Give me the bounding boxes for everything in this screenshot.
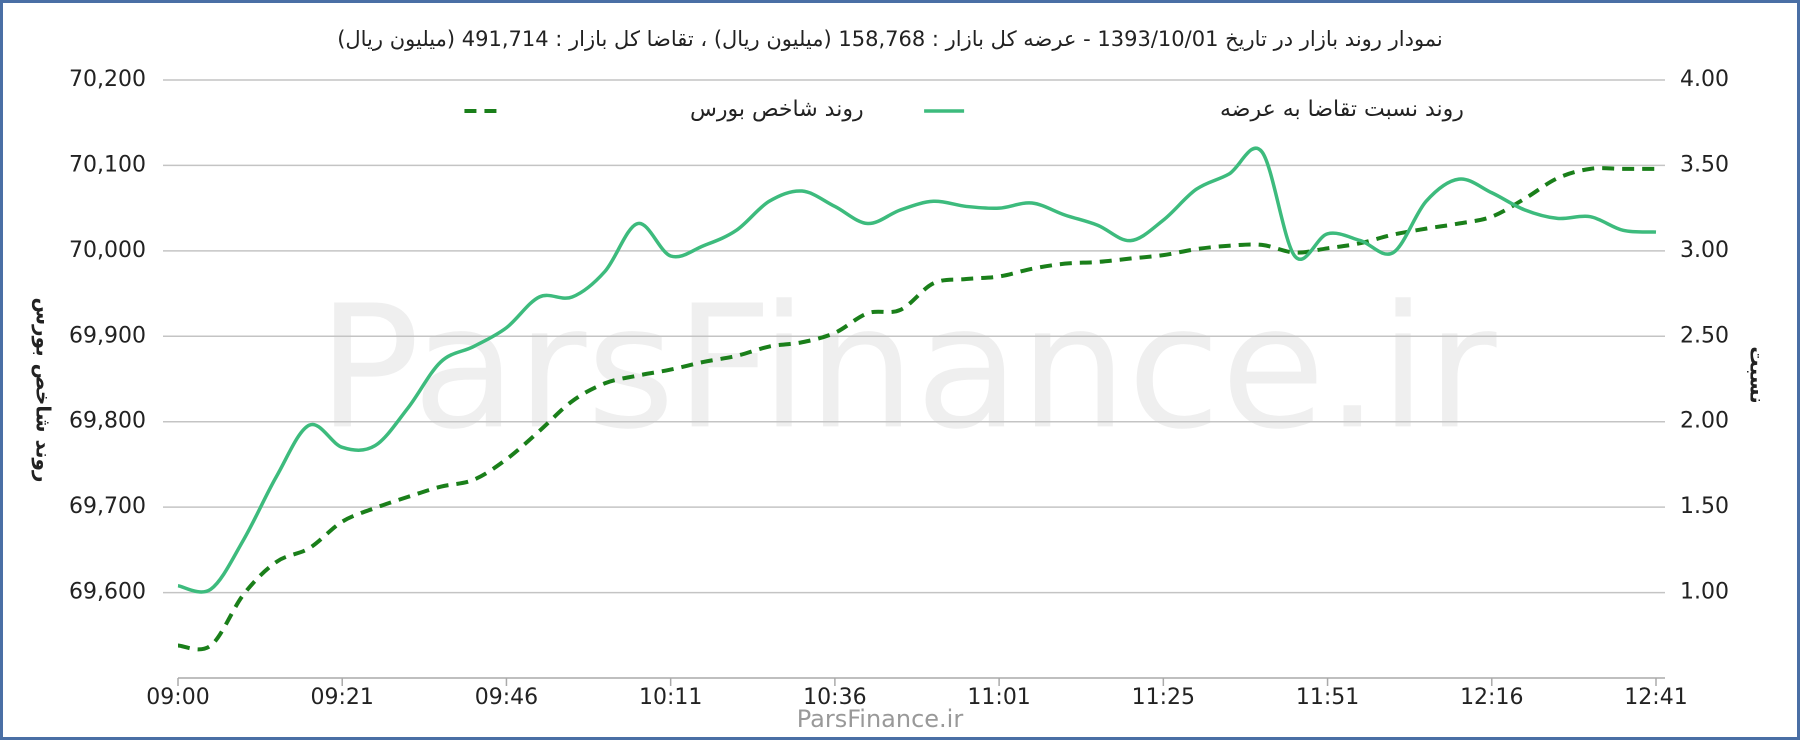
y-tick-label: 70,100 [69,152,146,177]
x-tick-label: 09:46 [475,685,538,710]
y-tick-label: 70,000 [69,238,146,263]
x-tick-label: 09:00 [146,685,209,710]
y-axis-title: روند شاخص بورس [32,298,56,483]
y-tick-label: 69,800 [69,409,146,434]
y2-axis-title: نسبت [1746,346,1770,403]
series-line [177,166,1656,652]
x-tick-label: 09:21 [311,685,374,710]
x-tick-label: 12:16 [1460,685,1523,710]
y2-tick-label: 3.00 [1680,238,1729,263]
source: ParsFinance.ir [797,705,964,733]
y2-tick-label: 1.50 [1680,494,1729,519]
x-tick-label: 10:36 [803,685,866,710]
y-tick-label: 69,700 [69,494,146,519]
x-tick-label: 11:51 [1296,685,1359,710]
chart-title: نمودار روند بازار در تاریخ 1393/10/01 - … [337,27,1443,51]
y2-tick-label: 4.00 [1680,67,1729,92]
y2-tick-label: 2.50 [1680,323,1729,348]
y-tick-label: 70,200 [69,67,146,92]
watermark: ParsFinance.ir [317,269,1496,467]
legend-label: روند نسبت تقاضا به عرضه [1220,97,1464,122]
y2-tick-label: 2.00 [1680,409,1729,434]
x-tick-label: 11:01 [967,685,1030,710]
x-tick-label: 12:41 [1624,685,1687,710]
y-tick-label: 69,900 [69,323,146,348]
x-tick-label: 10:11 [639,685,702,710]
y2-tick-label: 1.00 [1680,580,1729,605]
x-tick-label: 11:25 [1132,685,1195,710]
series-line [177,146,1657,594]
legend-label: روند شاخص بورس [690,97,864,122]
y2-tick-label: 3.50 [1680,152,1729,177]
y-tick-label: 69,600 [69,580,146,605]
